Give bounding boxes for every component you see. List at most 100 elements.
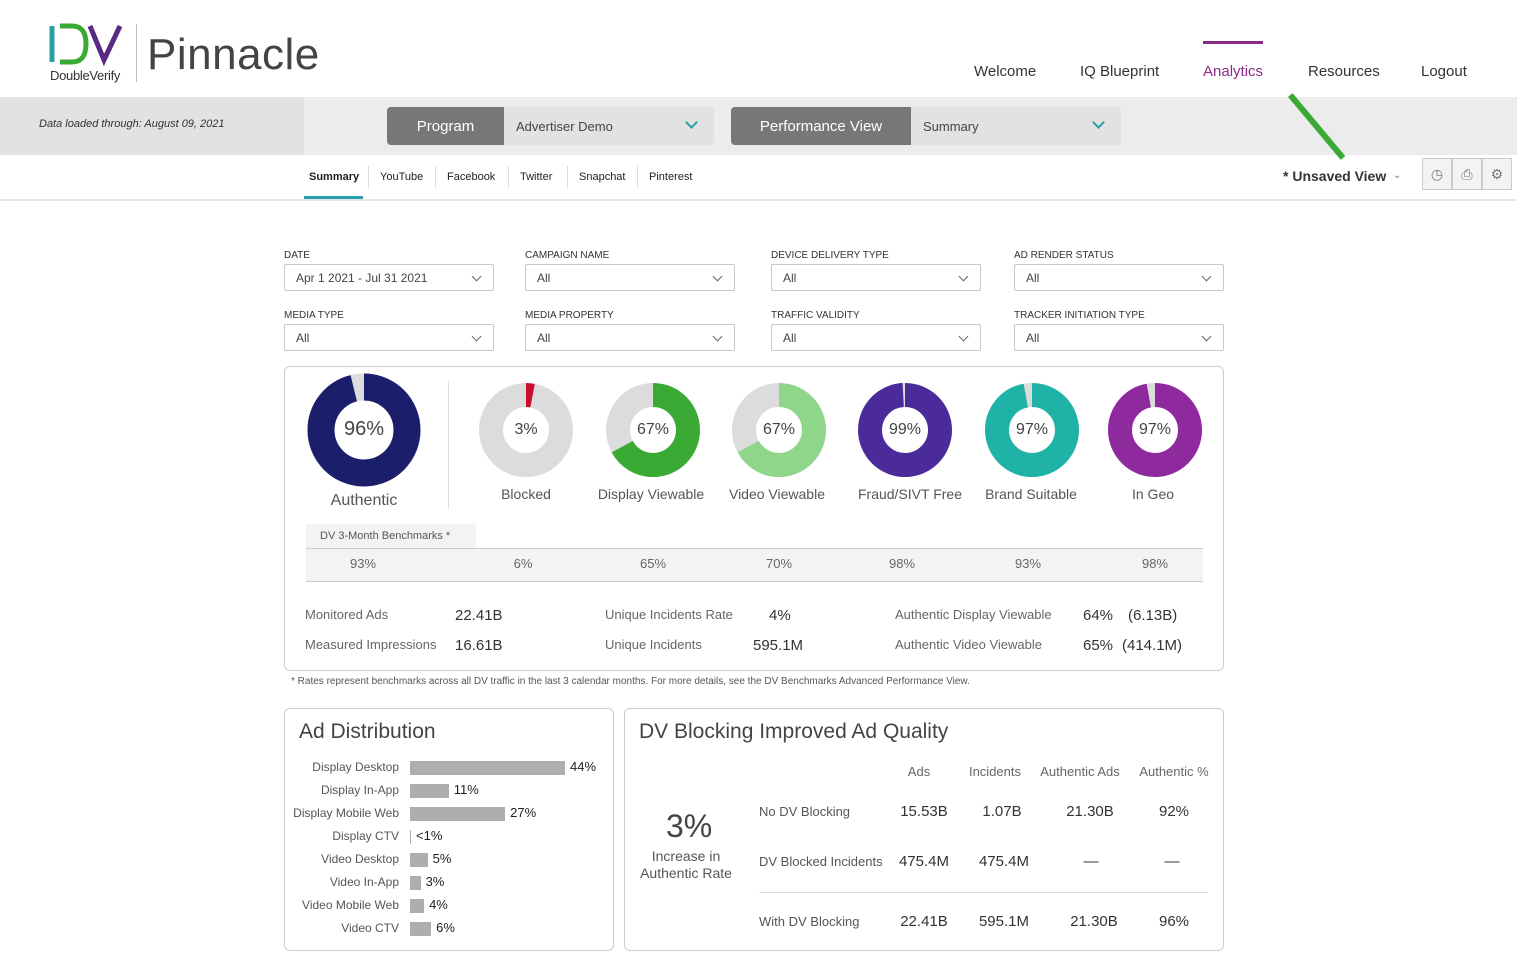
tab-separator (368, 166, 369, 188)
filter-value: All (1026, 331, 1040, 345)
brand-suitable-value: 97% (1015, 421, 1049, 438)
filter-label-tracker: TRACKER INITIATION TYPE (1014, 310, 1145, 321)
distribution-bar (410, 807, 506, 821)
tab-twitter[interactable]: Twitter (520, 171, 553, 183)
nav-logout[interactable]: Logout (1421, 63, 1467, 80)
tab-youtube[interactable]: YouTube (380, 171, 424, 183)
ad-distribution-card (284, 708, 614, 951)
authentic-display-viewable-count: (6.13B) (1128, 607, 1178, 624)
chevron-down-icon[interactable]: ⌄ (1393, 170, 1402, 181)
filter-value: All (783, 331, 797, 345)
chevron-down-icon (1201, 271, 1212, 282)
filter-label-media-type: MEDIA TYPE (284, 310, 344, 321)
filter-tracker-select[interactable]: All (1014, 324, 1224, 351)
table-cell: 21.30B (1066, 803, 1114, 820)
ad-distribution-title: Ad Distribution (299, 720, 436, 743)
bar-value: <1% (416, 828, 443, 843)
metrics-card (284, 366, 1224, 671)
tab-separator (567, 166, 568, 188)
fraud-free-value: 99% (888, 421, 922, 438)
authentic-display-viewable-pct: 64% (1083, 607, 1114, 624)
performance-view-select[interactable]: Summary (911, 107, 1121, 145)
filter-label-traffic: TRAFFIC VALIDITY (771, 310, 860, 321)
authentic-value: 96% (343, 418, 385, 440)
unique-incidents-rate-label: Unique Incidents Rate (605, 607, 733, 622)
table-cell: 21.30B (1070, 913, 1118, 930)
donut-arc (606, 383, 700, 477)
increase-caption-2: Authentic Rate (640, 865, 732, 881)
chevron-down-icon (958, 331, 969, 342)
filter-device-select[interactable]: All (771, 264, 981, 291)
blocked-donut (479, 383, 573, 477)
settings-button[interactable]: ⚙ (1482, 158, 1512, 190)
filter-traffic-select[interactable]: All (771, 324, 981, 351)
tab-summary[interactable]: Summary (309, 171, 360, 183)
tab-active-indicator (304, 196, 363, 199)
filter-media-type-select[interactable]: All (284, 324, 494, 351)
filter-label-device: DEVICE DELIVERY TYPE (771, 250, 889, 261)
distribution-bar (410, 876, 421, 890)
bar-label: Video CTV (341, 921, 399, 935)
donut-arc (479, 383, 573, 477)
table-cell: 475.4M (978, 853, 1030, 870)
benchmark-video-viewable: 70% (765, 556, 793, 571)
performance-view-label: Performance View (731, 107, 911, 145)
chevron-down-icon (471, 331, 482, 342)
donut-arc (307, 373, 421, 487)
row-label-no-blocking: No DV Blocking (759, 804, 851, 819)
benchmarks-title: DV 3-Month Benchmarks * (306, 524, 476, 548)
program-value: Advertiser Demo (516, 118, 613, 134)
logo-divider (136, 24, 137, 82)
donut-arc (858, 383, 952, 477)
filter-media-property-select[interactable]: All (525, 324, 735, 351)
distribution-bar (410, 899, 425, 913)
row-label-with-blocking: With DV Blocking (759, 914, 860, 929)
chevron-down-icon (1201, 331, 1212, 342)
printer-icon: ⎙ (1461, 165, 1473, 182)
filter-date-select[interactable]: Apr 1 2021 - Jul 31 2021 (284, 264, 494, 291)
filter-value: Apr 1 2021 - Jul 31 2021 (296, 271, 428, 285)
print-button[interactable]: ⎙ (1452, 158, 1482, 190)
distribution-bar (410, 853, 428, 867)
filter-value: All (296, 331, 310, 345)
authentic-video-viewable-count: (414.1M) (1122, 637, 1183, 654)
filter-campaign-select[interactable]: All (525, 264, 735, 291)
program-label: Program (387, 107, 504, 145)
authentic-rate-increase: 3% (666, 808, 713, 844)
nav-welcome[interactable]: Welcome (974, 63, 1037, 80)
tab-separator (637, 166, 638, 188)
program-select[interactable]: Advertiser Demo (504, 107, 714, 145)
gear-icon: ⚙ (1490, 165, 1504, 182)
saved-view-select[interactable]: * Unsaved View (1283, 168, 1387, 184)
display-viewable-value: 67% (636, 421, 670, 438)
schedule-button[interactable]: ◷ (1422, 158, 1452, 190)
tab-pinterest[interactable]: Pinterest (649, 171, 693, 183)
in-geo-donut (1108, 383, 1202, 477)
bar-value: 5% (432, 851, 452, 866)
benchmarks-row (306, 548, 1203, 582)
distribution-bar (410, 922, 432, 936)
tab-snapchat[interactable]: Snapchat (579, 171, 626, 183)
unique-incidents-rate-value: 4% (769, 607, 791, 624)
in-geo-value: 97% (1138, 421, 1172, 438)
benchmark-authentic: 93% (349, 556, 377, 571)
clock-icon: ◷ (1430, 165, 1444, 182)
doubleverify-logo-icon (49, 23, 123, 66)
filter-label-campaign: CAMPAIGN NAME (525, 250, 610, 261)
table-cell: 1.07B (982, 803, 1022, 820)
nav-analytics[interactable]: Analytics (1203, 63, 1264, 80)
card-divider (448, 381, 449, 509)
filter-render-select[interactable]: All (1014, 264, 1224, 291)
col-header-authentic-ads: Authentic Ads (1040, 764, 1120, 779)
chevron-down-icon (685, 116, 698, 129)
bar-label: Video In-App (329, 875, 399, 889)
monitored-ads-value: 22.41B (455, 607, 503, 624)
table-cell: 15.53B (900, 803, 948, 820)
nav-resources[interactable]: Resources (1308, 63, 1380, 80)
filter-value: All (537, 331, 551, 345)
tab-facebook[interactable]: Facebook (447, 171, 496, 183)
authentic-display-viewable-label: Authentic Display Viewable (895, 607, 1052, 622)
table-cell: — (1164, 853, 1180, 870)
donut-arc (732, 383, 826, 477)
nav-iq-blueprint[interactable]: IQ Blueprint (1080, 63, 1160, 80)
